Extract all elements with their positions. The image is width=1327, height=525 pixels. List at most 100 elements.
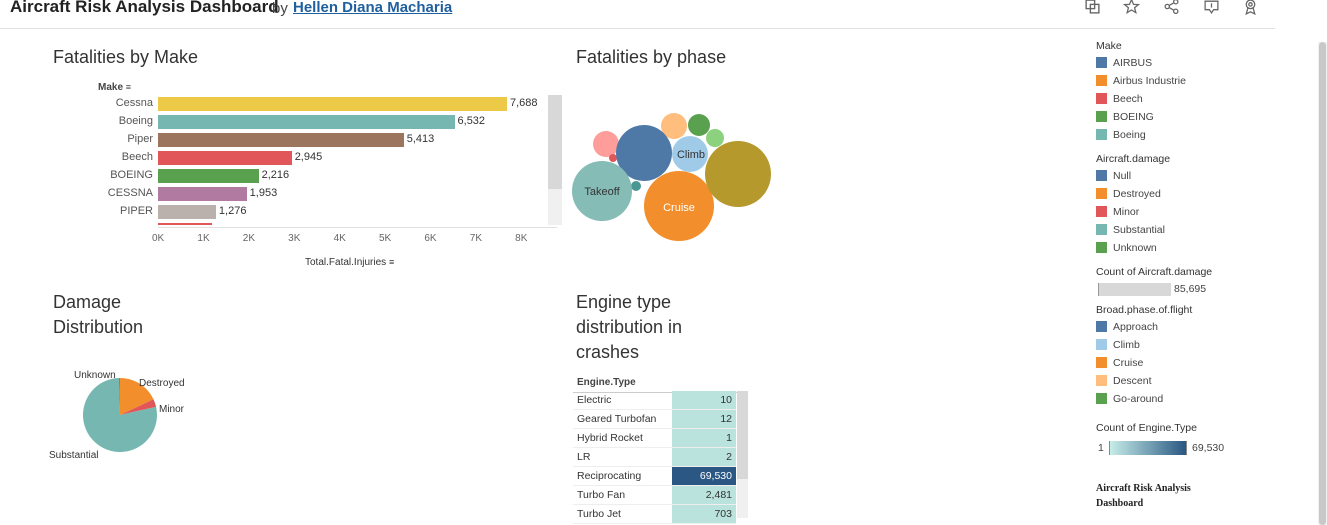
sort-icon[interactable]: ≡ (125, 82, 132, 92)
legend-item[interactable]: Unknown (1096, 239, 1296, 257)
legend-item[interactable]: Substantial (1096, 221, 1296, 239)
engine-table-row[interactable]: Hybrid Rocket 1 (573, 429, 736, 448)
pie-slice-substantial[interactable] (83, 378, 157, 452)
engine-table-row[interactable]: LR 2 (573, 448, 736, 467)
legend-item[interactable]: Boeing (1096, 126, 1296, 144)
bar-value-label: 1,953 (249, 187, 278, 199)
page-scroll-thumb[interactable] (1319, 42, 1326, 525)
bubble-cruise[interactable] (644, 171, 714, 241)
footer-title-line1: Aircraft Risk Analysis (1096, 483, 1191, 494)
share-icon[interactable] (1161, 0, 1181, 18)
bar-category-label: Piper (127, 133, 153, 145)
engine-table-scroll-thumb[interactable] (737, 391, 748, 479)
bubble-orange-light[interactable] (661, 113, 687, 139)
badge-icon[interactable] (1240, 0, 1260, 18)
count-damage-legend-title: Count of Aircraft.damage (1096, 266, 1213, 278)
footer-title: Aircraft Risk Analysis Dashboard (1096, 481, 1296, 511)
bar[interactable] (158, 133, 404, 147)
legend-swatch (1096, 129, 1107, 140)
pie-label-destroyed: Destroyed (139, 378, 185, 389)
legend-swatch (1096, 242, 1107, 253)
make-legend: AIRBUS Airbus Industrie Beech BOEING Boeing (1096, 54, 1296, 144)
star-icon[interactable] (1121, 0, 1141, 18)
legend-label: Boeing (1113, 129, 1146, 141)
engine-table-row[interactable]: Geared Turbofan 12 (573, 410, 736, 429)
engine-table-row[interactable]: Turbo Jet 703 (573, 505, 736, 524)
engine-name-cell: Hybrid Rocket (577, 432, 643, 444)
bubble-go-around[interactable] (688, 114, 710, 136)
bar-value-label: 7,688 (510, 97, 538, 109)
count-damage-legend: 85,695 (1096, 280, 1296, 298)
engine-name-cell: Geared Turbofan (577, 413, 657, 425)
fatalities-by-make-chart: Cessna 7,688 Boeing 6,532 Piper 5,413 Beech 2,9… (0, 0, 560, 280)
legend-item[interactable]: AIRBUS (1096, 54, 1296, 72)
legend-label: Minor (1113, 206, 1140, 218)
engine-value-cell: 1 (672, 429, 736, 447)
x-tick-label: 3K (288, 233, 301, 244)
legend-item[interactable]: Cruise (1096, 354, 1296, 372)
damage-legend-title: Aircraft.damage (1096, 153, 1171, 165)
bubble-climb[interactable] (672, 136, 708, 172)
pie-slice-unknown[interactable] (118, 378, 120, 415)
bar[interactable] (158, 169, 259, 183)
bubble-takeoff[interactable] (572, 161, 632, 221)
bar-chart-scroll-thumb[interactable] (548, 95, 562, 189)
legend-item[interactable]: Descent (1096, 372, 1296, 390)
legend-label: BOEING (1113, 111, 1154, 123)
phase-legend: Approach Climb Cruise Descent Go-around (1096, 318, 1296, 408)
engine-table-row[interactable]: Reciprocating 69,530 (573, 467, 736, 486)
legend-item[interactable]: Beech (1096, 90, 1296, 108)
bar-chart-scrollbar[interactable] (548, 95, 562, 225)
engine-value-cell: 2,481 (672, 486, 736, 504)
engine-table-row[interactable]: Electric 10 (573, 391, 736, 410)
legend-item[interactable]: Null (1096, 167, 1296, 185)
legend-item[interactable]: Destroyed (1096, 185, 1296, 203)
bubble-light-green[interactable] (706, 129, 724, 147)
legend-item[interactable]: Approach (1096, 318, 1296, 336)
engine-table-scrollbar[interactable] (737, 391, 748, 518)
legend-swatch (1096, 206, 1107, 217)
bar[interactable] (158, 115, 455, 129)
bubble-small-red[interactable] (609, 154, 617, 162)
damage-title-line1: Damage (53, 292, 122, 312)
sort-icon[interactable]: ≡ (388, 257, 395, 267)
bar[interactable] (158, 151, 292, 165)
bar[interactable] (158, 205, 216, 219)
bar-partial[interactable] (158, 223, 212, 225)
x-tick-label: 6K (424, 233, 437, 244)
legend-label: Destroyed (1113, 188, 1161, 200)
engine-type-table: Electric 10 Geared Turbofan 12 Hybrid Rocket… (573, 391, 736, 524)
bar-category-label: BOEING (110, 169, 153, 181)
pie-slice-minor[interactable] (120, 399, 157, 415)
engine-value-cell: 2 (672, 448, 736, 466)
bubble-label-cruise: Cruise (663, 202, 695, 214)
bar-category-label: PIPER (119, 205, 153, 217)
x-tick-label: 8K (515, 233, 528, 244)
legend-item[interactable]: Go-around (1096, 390, 1296, 408)
bar-value-label: 1,276 (218, 205, 247, 217)
legend-item[interactable]: Minor (1096, 203, 1296, 221)
make-axis-header[interactable]: Make ≡ (98, 82, 131, 93)
legend-swatch (1096, 224, 1107, 235)
legend-item[interactable]: Climb (1096, 336, 1296, 354)
bubble-descent[interactable] (593, 131, 619, 157)
engine-value-cell: 703 (672, 505, 736, 523)
bar[interactable] (158, 97, 507, 111)
measure-axis-header[interactable]: Total.Fatal.Injuries ≡ (305, 257, 394, 268)
page-scrollbar[interactable] (1318, 42, 1327, 525)
bubble-approach[interactable] (616, 125, 672, 181)
damage-title-line2: Distribution (53, 317, 144, 337)
legend-swatch (1096, 188, 1107, 199)
engine-table-row[interactable]: Turbo Fan 2,481 (573, 486, 736, 505)
author-link[interactable]: Hellen Diana Macharia (293, 0, 453, 16)
legend-item[interactable]: Airbus Industrie (1096, 72, 1296, 90)
download-icon[interactable] (1201, 0, 1221, 18)
pie-slice-destroyed[interactable] (120, 378, 154, 415)
legend-item[interactable]: BOEING (1096, 108, 1296, 126)
bubble-label-climb: Climb (677, 149, 705, 161)
engine-value-cell: 10 (672, 391, 736, 409)
copy-icon[interactable] (1082, 0, 1102, 18)
bubble-small-teal[interactable] (631, 181, 641, 191)
bar[interactable] (158, 187, 247, 201)
bubble-maneuvering[interactable] (705, 141, 771, 207)
